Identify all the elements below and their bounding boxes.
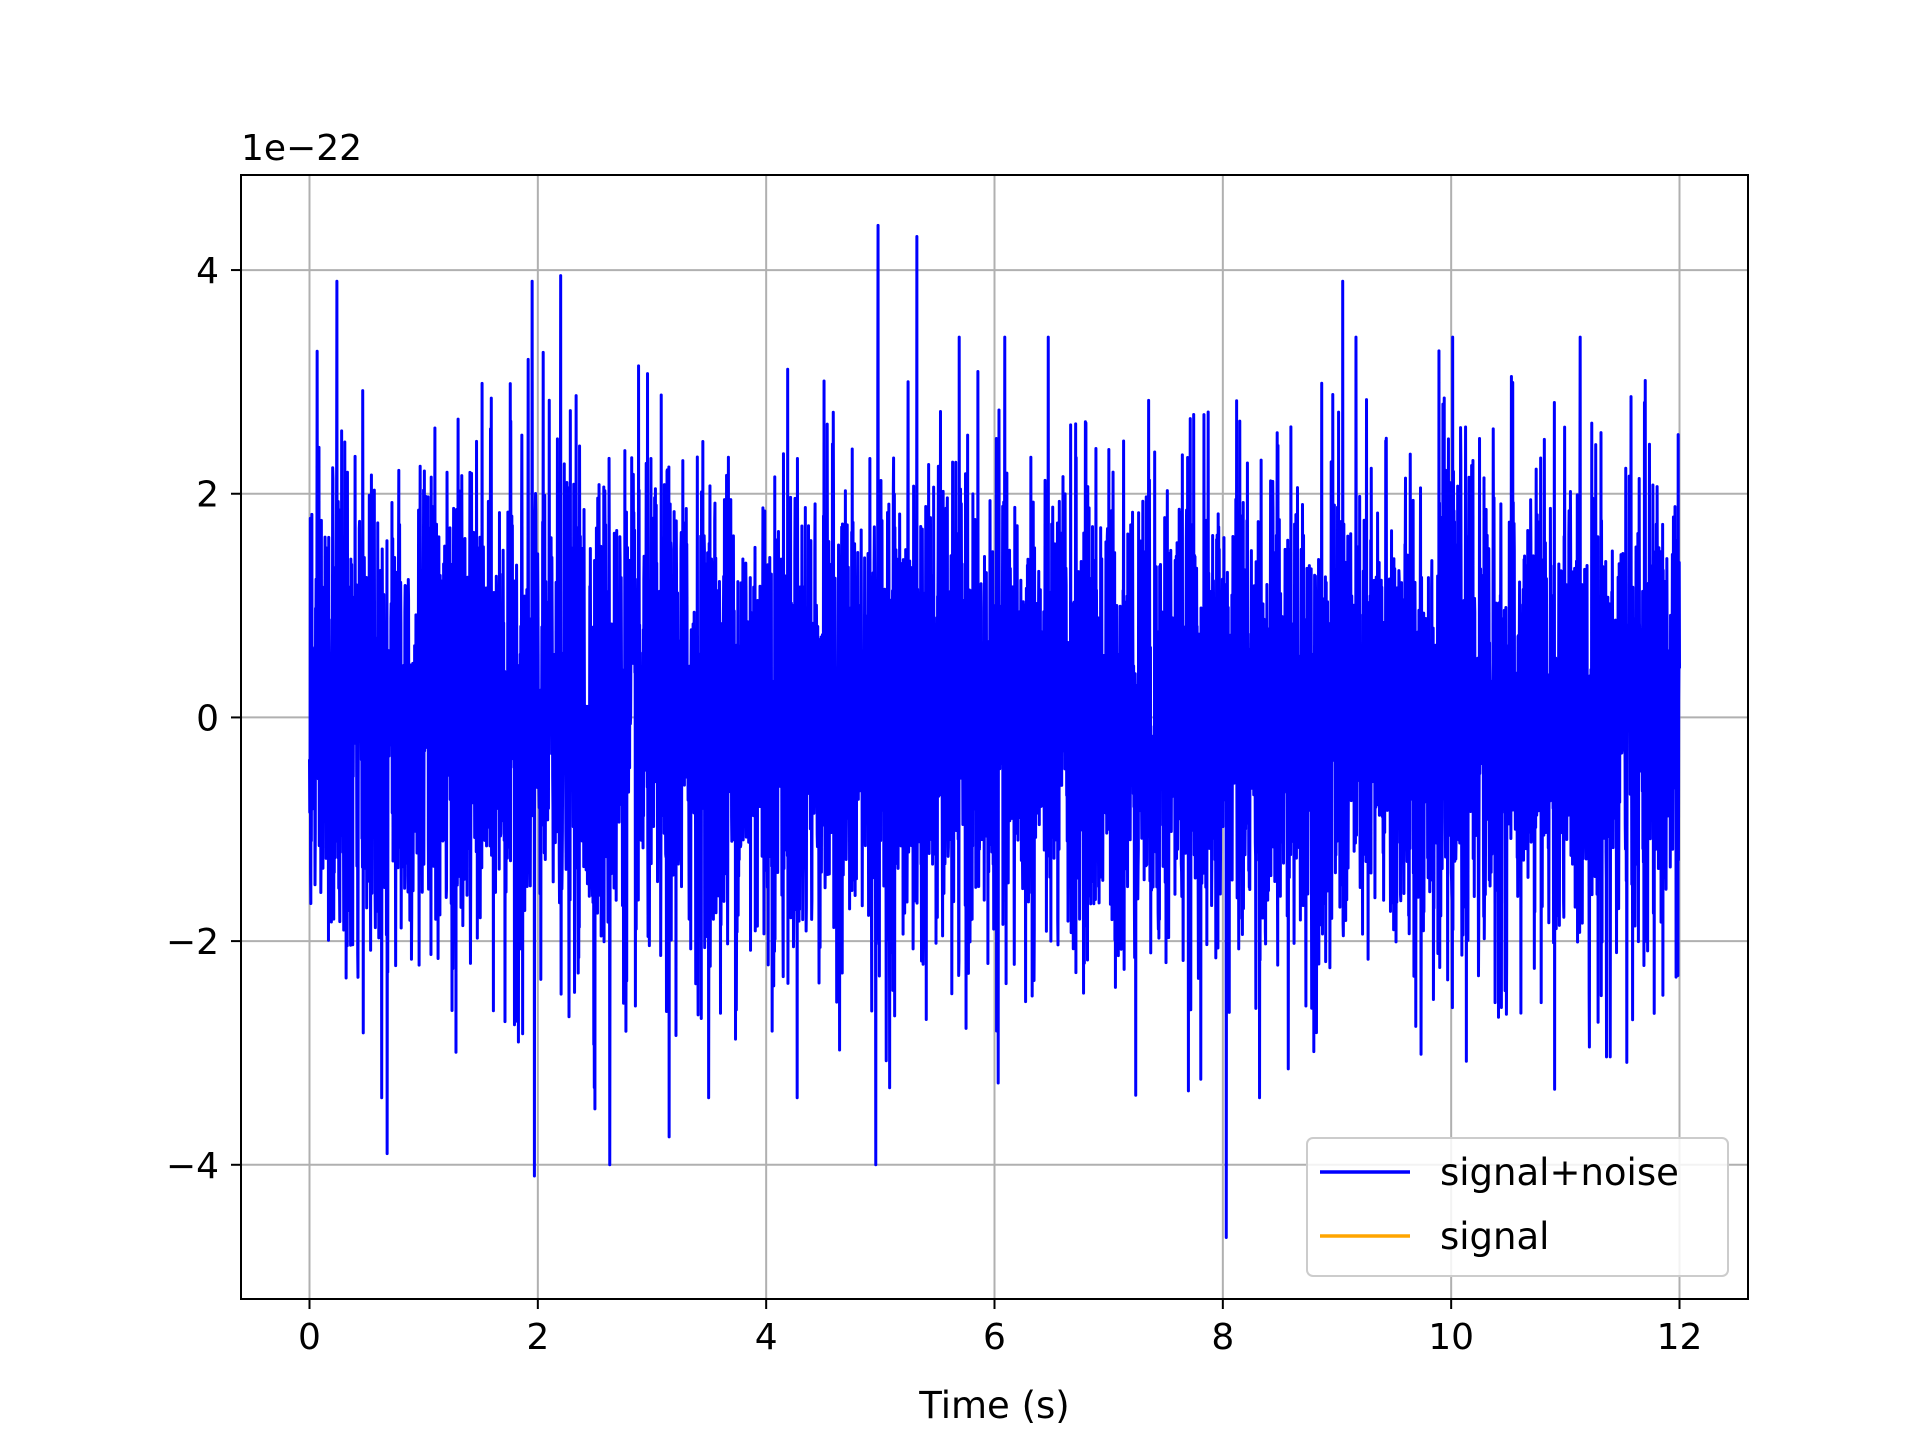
x-tick-label: 8 <box>1211 1317 1234 1358</box>
y-tick-label: 0 <box>196 698 219 739</box>
axis-ticks: 0 2 4 6 8 10 12 −4 −2 0 2 4 <box>166 251 1702 1358</box>
y-tick-label: 2 <box>196 475 219 516</box>
y-offset-label: 1e−22 <box>241 128 362 169</box>
legend-label-signal: signal <box>1440 1215 1549 1258</box>
x-tick-label: 0 <box>298 1317 321 1358</box>
legend: signal+noise signal <box>1306 1137 1729 1277</box>
x-tick-label: 4 <box>755 1317 778 1358</box>
legend-box <box>1306 1137 1729 1277</box>
series-layer <box>308 223 1681 1239</box>
y-tick-label: 4 <box>196 251 219 292</box>
x-tick-label: 10 <box>1428 1317 1474 1358</box>
x-axis-label: Time (s) <box>918 1384 1069 1427</box>
y-tick-label: −2 <box>166 922 219 963</box>
x-tick-label: 12 <box>1657 1317 1703 1358</box>
series-line-signal-noise <box>308 223 1681 1239</box>
legend-label-signal-noise: signal+noise <box>1440 1151 1679 1194</box>
y-tick-label: −4 <box>166 1146 219 1187</box>
x-tick-label: 6 <box>983 1317 1006 1358</box>
x-tick-label: 2 <box>526 1317 549 1358</box>
